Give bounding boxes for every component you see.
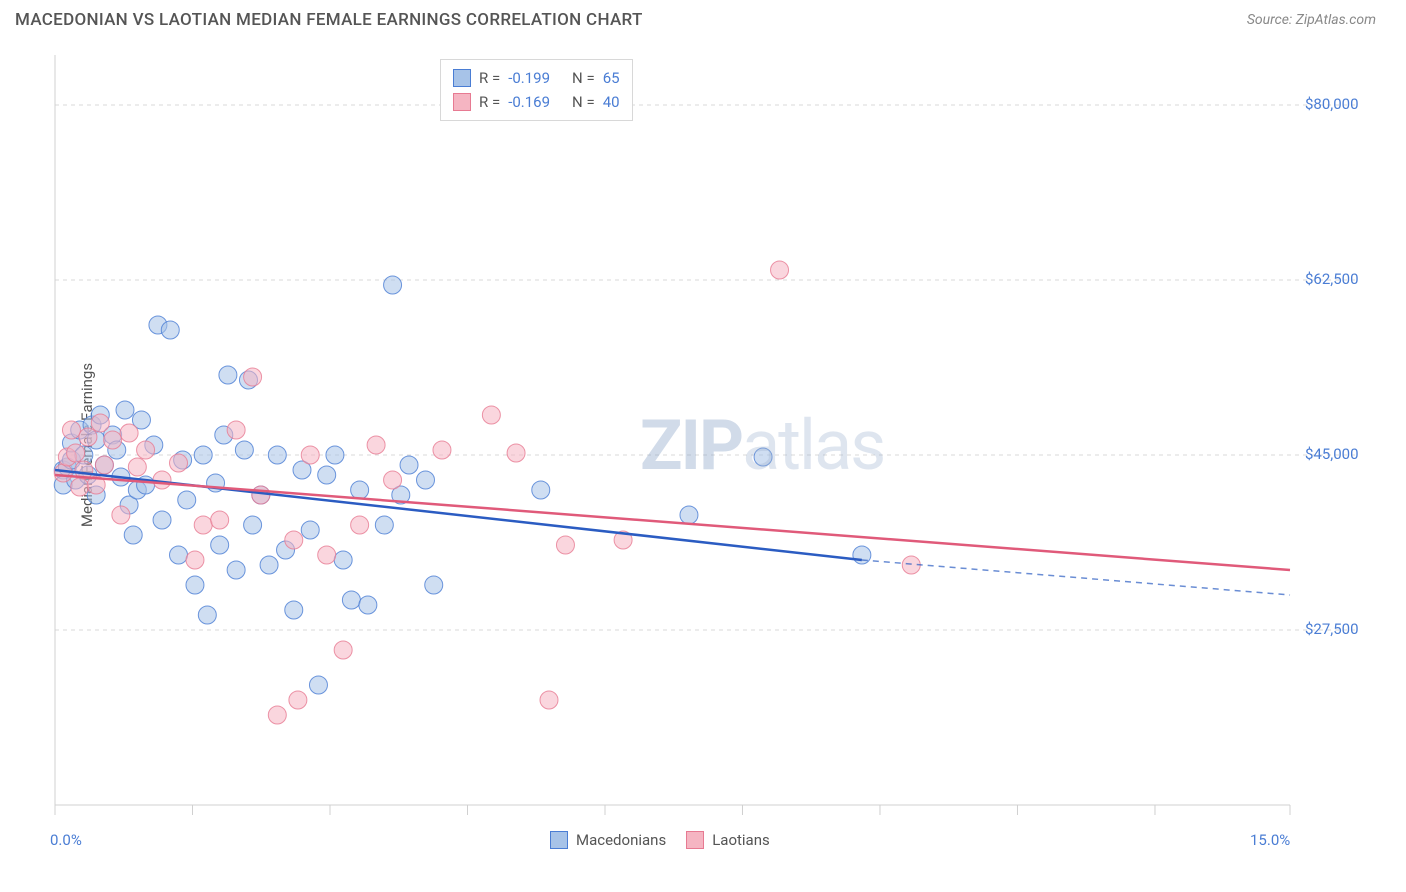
y-tick-label: $45,000: [1305, 445, 1359, 463]
series-legend-label: Laotians: [712, 831, 770, 849]
x-tick-label: 15.0%: [1250, 831, 1290, 849]
legend-row: R = -0.199 N = 65: [453, 66, 620, 90]
legend-swatch: [453, 69, 471, 87]
series-legend: Macedonians Laotians: [550, 831, 770, 849]
correlation-legend: R = -0.199 N = 65 R = -0.169 N = 40: [440, 59, 633, 121]
legend-n-label: N =: [572, 90, 595, 114]
source-value: ZipAtlas.com: [1296, 12, 1376, 28]
series-legend-label: Macedonians: [576, 831, 666, 849]
source-label: Source:: [1247, 12, 1292, 28]
source-attribution: Source: ZipAtlas.com: [1247, 12, 1376, 28]
legend-swatch: [453, 93, 471, 111]
legend-r-label: R =: [479, 90, 500, 114]
legend-row: R = -0.169 N = 40: [453, 90, 620, 114]
x-tick-label: 0.0%: [50, 831, 82, 849]
y-tick-label: $27,500: [1305, 620, 1359, 638]
y-tick-label: $80,000: [1305, 95, 1359, 113]
legend-swatch: [550, 831, 568, 849]
scatter-chart-svg: [0, 35, 1406, 855]
legend-r-value: -0.169: [508, 90, 550, 114]
legend-swatch: [686, 831, 704, 849]
series-legend-item: Macedonians: [550, 831, 666, 849]
legend-n-value: 65: [603, 66, 620, 90]
legend-r-value: -0.199: [508, 66, 550, 90]
chart-body: Median Female Earnings ZIPatlas R = -0.1…: [0, 35, 1406, 855]
chart-header: MACEDONIAN VS LAOTIAN MEDIAN FEMALE EARN…: [0, 0, 1406, 35]
chart-title: MACEDONIAN VS LAOTIAN MEDIAN FEMALE EARN…: [15, 10, 643, 30]
legend-n-label: N =: [572, 66, 595, 90]
legend-n-value: 40: [603, 90, 620, 114]
series-legend-item: Laotians: [686, 831, 770, 849]
legend-r-label: R =: [479, 66, 500, 90]
y-tick-label: $62,500: [1305, 270, 1359, 288]
